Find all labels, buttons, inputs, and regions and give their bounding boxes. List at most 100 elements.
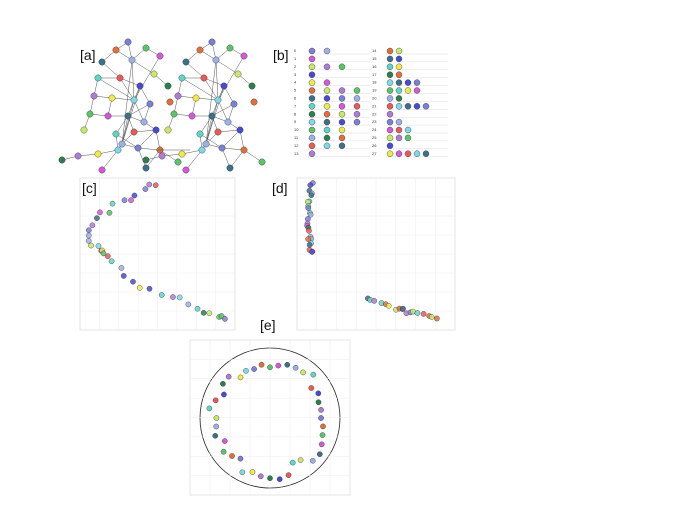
embedding-point <box>371 298 377 304</box>
member-node <box>338 118 346 126</box>
embedding-point <box>308 192 315 199</box>
embedding-point <box>222 316 228 322</box>
embedding-point <box>239 469 246 476</box>
graph-edge <box>133 55 161 101</box>
member-node <box>395 118 403 126</box>
row-index: 1 <box>294 56 297 61</box>
member-node <box>395 134 403 142</box>
graph-node <box>140 118 148 126</box>
embedding-point <box>305 236 311 242</box>
embedding-point <box>428 314 435 320</box>
embedding-point <box>88 242 94 249</box>
graph-node <box>226 164 234 172</box>
graph-node <box>174 92 182 100</box>
graph-edge <box>137 129 157 149</box>
embedding-point <box>128 197 134 204</box>
member-node <box>323 142 331 150</box>
panel-e <box>189 339 351 496</box>
graph-node <box>174 158 182 166</box>
embedding-point <box>85 232 92 239</box>
embedding-point <box>315 399 322 406</box>
graph-node <box>166 98 174 106</box>
row-index: 16 <box>372 64 377 69</box>
row-index: 27 <box>372 151 377 156</box>
member-node <box>308 103 316 110</box>
graph-edge <box>211 103 235 117</box>
member-node <box>404 134 412 142</box>
graph-node <box>116 74 124 82</box>
embedding-point <box>229 453 235 459</box>
embedding-point <box>309 457 316 464</box>
row-index: 17 <box>372 72 377 77</box>
member-node <box>395 55 403 63</box>
embedding-point <box>220 448 227 455</box>
embedding-point <box>385 303 392 309</box>
member-node <box>386 110 394 118</box>
panel-b: 0123456789101112131415161718192021222324… <box>294 47 448 157</box>
embedding-point <box>276 476 283 482</box>
graph-edge <box>121 99 135 145</box>
graph-node <box>224 118 232 126</box>
embedding-point <box>213 423 220 430</box>
member-node <box>308 79 316 86</box>
graph-edge <box>199 133 223 149</box>
member-node <box>353 118 361 126</box>
member-node <box>404 150 412 157</box>
graph-node <box>130 96 138 104</box>
graph-node <box>156 52 164 60</box>
graph-edge <box>181 77 219 101</box>
graph-edge <box>131 59 155 75</box>
graph-node <box>142 164 150 172</box>
member-node <box>308 63 316 71</box>
graph-node <box>236 126 244 134</box>
member-node <box>323 47 331 55</box>
member-node <box>413 87 421 94</box>
embedding-point <box>285 472 292 478</box>
graph-node <box>152 126 160 134</box>
member-node <box>386 47 394 55</box>
graph-node <box>250 98 258 106</box>
embedding-point <box>118 265 125 271</box>
member-node <box>338 110 346 118</box>
graph-node <box>208 38 216 46</box>
panel-d <box>296 177 456 331</box>
member-node <box>395 126 403 134</box>
embedding-point <box>289 459 296 466</box>
graph-node <box>86 110 94 118</box>
panel-label: [d] <box>272 180 288 196</box>
embedding-point <box>206 405 213 412</box>
member-node <box>308 47 316 55</box>
panel-a <box>58 38 266 174</box>
graph-edge <box>205 115 213 145</box>
embedding-point <box>170 294 176 300</box>
embedding-point <box>95 243 102 249</box>
row-index: 3 <box>294 72 297 77</box>
embedding-point <box>284 361 291 368</box>
member-node <box>323 87 331 94</box>
member-node <box>395 95 403 102</box>
member-node <box>353 87 361 94</box>
graph-edge <box>97 77 135 101</box>
graph-node <box>118 140 126 148</box>
member-node <box>386 95 394 102</box>
embedding-point <box>158 292 165 298</box>
graph-node <box>220 82 228 90</box>
member-node <box>308 126 316 134</box>
embedding-point <box>309 249 315 255</box>
row-index: 11 <box>294 135 299 140</box>
member-node <box>386 150 394 157</box>
member-node <box>308 87 316 94</box>
member-node <box>308 118 316 126</box>
row-index: 21 <box>372 103 377 108</box>
embedding-point <box>85 238 92 244</box>
graph-edge <box>137 147 147 169</box>
member-node <box>338 63 346 71</box>
member-node <box>308 55 316 63</box>
row-index: 0 <box>294 48 297 53</box>
graph-node <box>136 82 144 90</box>
panel-label: [a] <box>80 47 96 63</box>
member-node <box>395 103 403 110</box>
embedding-point <box>267 364 273 371</box>
row-index: 20 <box>372 95 377 100</box>
